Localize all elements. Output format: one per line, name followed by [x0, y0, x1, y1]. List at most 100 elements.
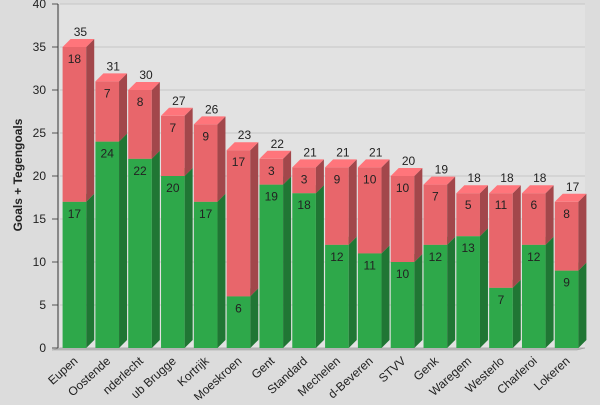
y-tick-label: 15: [33, 212, 47, 226]
data-label-lower: 11: [363, 258, 376, 272]
bar-upper-top: [390, 168, 423, 176]
bar-lower-side: [151, 150, 160, 348]
bar-lower-side: [184, 168, 193, 348]
bar-upper-top: [489, 185, 521, 194]
bar-upper-front: [390, 176, 415, 262]
bar-upper: [456, 185, 488, 237]
bar-lower-front: [390, 262, 415, 348]
bar-upper-side: [348, 159, 357, 245]
data-label-lower: 9: [563, 276, 570, 290]
bar-upper-top: [456, 185, 488, 194]
data-label-upper: 9: [334, 172, 341, 186]
data-label-total: 21: [303, 145, 317, 159]
bar-upper-side: [250, 142, 259, 297]
y-tick-label: 20: [33, 169, 47, 183]
bar-upper-side: [315, 159, 324, 194]
floor: [51, 347, 586, 351]
bar-upper-side: [184, 107, 193, 176]
bar-upper-top: [161, 107, 193, 116]
y-tick-label: 10: [33, 255, 47, 269]
bar-lower-front: [193, 201, 218, 348]
bar-upper-side: [217, 116, 226, 202]
bar-lower-side: [578, 262, 587, 348]
data-label-lower: 17: [68, 207, 82, 221]
bar-upper-side: [151, 82, 160, 159]
bar-lower-side: [217, 193, 226, 348]
y-tick-label: 35: [33, 40, 47, 54]
bar-lower-side: [315, 185, 324, 348]
bar-upper-front: [193, 124, 218, 202]
bar-upper-front: [456, 193, 480, 237]
data-label-lower: 13: [461, 241, 475, 255]
bar-upper-side: [545, 185, 554, 245]
bar-lower-side: [119, 133, 128, 348]
bar-lower-front: [325, 244, 349, 348]
bar-lower-front: [95, 141, 120, 348]
bar-upper-front: [292, 167, 316, 194]
bar-upper-top: [521, 185, 554, 194]
data-label-total: 27: [172, 94, 186, 108]
bar-upper-side: [283, 150, 292, 185]
data-label-lower: 7: [498, 293, 505, 307]
bar-upper: [161, 107, 193, 176]
bar-upper-front: [161, 115, 185, 176]
bar-lower-side: [250, 288, 259, 348]
y-tick-label: 40: [33, 0, 47, 11]
bar-upper-top: [423, 176, 456, 185]
bar-upper: [259, 150, 292, 185]
data-label-upper: 8: [137, 95, 144, 109]
data-label-total: 17: [566, 180, 580, 194]
y-tick-label: 5: [39, 298, 46, 312]
bar-lower-front: [161, 176, 185, 348]
bar-lower-side: [545, 236, 554, 348]
bar-upper-side: [512, 185, 521, 288]
bar-lower-front: [259, 184, 284, 348]
bar-lower-side: [512, 279, 521, 348]
data-label-lower: 12: [429, 250, 443, 264]
bar-upper-side: [86, 39, 95, 202]
bar-lower-side: [283, 176, 292, 348]
bar-upper: [554, 193, 587, 271]
bar-upper: [489, 185, 521, 288]
bar-upper-front: [259, 158, 284, 185]
bar-upper-front: [226, 150, 251, 297]
y-tick-label: 0: [39, 341, 46, 355]
data-label-total: 21: [369, 145, 383, 159]
data-label-total: 20: [402, 154, 416, 168]
data-label-upper: 17: [232, 155, 246, 169]
bar-lower: [554, 262, 587, 348]
data-label-upper: 7: [104, 86, 111, 100]
bar-upper-top: [226, 142, 259, 151]
data-label-upper: 3: [301, 172, 308, 186]
bar-lower-side: [479, 228, 488, 348]
data-label-total: 18: [533, 171, 547, 185]
bar-lower-side: [348, 236, 357, 348]
data-label-total: 35: [74, 25, 88, 39]
data-label-lower: 20: [166, 181, 180, 195]
bar-upper-front: [128, 90, 152, 159]
data-label-upper: 3: [268, 164, 275, 178]
bar-upper-side: [447, 176, 456, 245]
data-label-lower: 10: [396, 267, 410, 281]
x-tick-label: Lokeren: [531, 354, 573, 393]
data-label-total: 31: [107, 59, 121, 73]
data-label-total: 23: [238, 128, 252, 142]
bar-upper-top: [95, 73, 128, 82]
bar-upper: [292, 159, 324, 194]
bar-lower-front: [521, 244, 546, 348]
bar-upper-top: [193, 116, 226, 125]
bar-lower-front: [554, 270, 579, 348]
bar-upper-front: [62, 47, 87, 202]
bar-lower-front: [423, 244, 448, 348]
bar-upper-top: [325, 159, 357, 168]
bar-upper-side: [479, 185, 488, 237]
data-label-upper: 5: [465, 198, 472, 212]
bar-upper-top: [259, 150, 292, 159]
bar-upper-top: [128, 82, 160, 90]
bar-upper-front: [357, 167, 382, 254]
y-tick-label: 25: [33, 126, 47, 140]
bar-upper: [95, 73, 128, 142]
bar-upper-side: [414, 168, 423, 262]
